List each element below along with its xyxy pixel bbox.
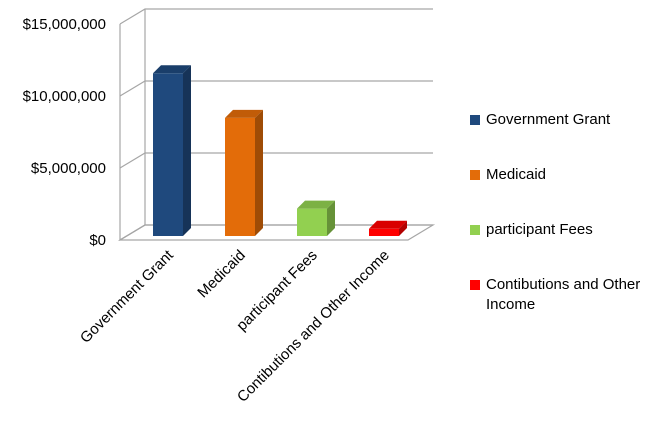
legend-swatch (470, 115, 480, 125)
bar (225, 109, 263, 236)
legend-item-government-grant: Government Grant (470, 110, 663, 130)
bar-front (369, 228, 399, 236)
bars (153, 65, 407, 236)
bar-top (153, 65, 191, 74)
y-axis-ticks: $0 $5,000,000 $10,000,000 $15,000,000 (23, 16, 106, 249)
y-tick-label: $5,000,000 (31, 160, 106, 177)
bar (369, 220, 407, 236)
bar-top (225, 109, 263, 118)
y-tick-label: $0 (89, 232, 106, 249)
bar-front (153, 73, 183, 236)
y-tick-label: $10,000,000 (23, 88, 106, 105)
legend-label: Government Grant (486, 111, 611, 128)
legend-swatch (470, 280, 480, 290)
y-tick-label: $15,000,000 (23, 16, 106, 33)
bar-front (225, 117, 255, 236)
legend-item-contributions: Contibutions and Other Income (470, 275, 663, 315)
x-tick-label: Medicaid (194, 247, 248, 301)
gridline (119, 224, 433, 241)
legend-swatch (470, 225, 480, 235)
back-wall-edge (119, 9, 146, 242)
legend-label: participant Fees (486, 221, 593, 238)
legend-label: Contibutions and Other Income (486, 276, 641, 313)
bar-side (255, 109, 263, 236)
gridline (119, 152, 433, 169)
gridlines (119, 8, 433, 241)
bar-side (327, 200, 335, 236)
bar-side (183, 65, 191, 236)
legend-label: Medicaid (486, 166, 547, 183)
legend-item-medicaid: Medicaid (470, 165, 663, 185)
bar-side (399, 220, 407, 236)
bar (297, 200, 335, 236)
x-tick-label: Government Grant (77, 246, 177, 346)
legend-item-participant-fees: participant Fees (470, 220, 663, 240)
x-tick-label: Contibutions and Other Income (234, 247, 393, 406)
legend-swatch (470, 170, 480, 180)
bar-top (297, 200, 335, 209)
gridline (119, 8, 433, 25)
bar-front (297, 208, 327, 236)
bar (153, 65, 191, 236)
bar-top (369, 220, 407, 229)
gridline (119, 80, 433, 97)
legend: Government Grant Medicaid participant Fe… (470, 110, 663, 313)
